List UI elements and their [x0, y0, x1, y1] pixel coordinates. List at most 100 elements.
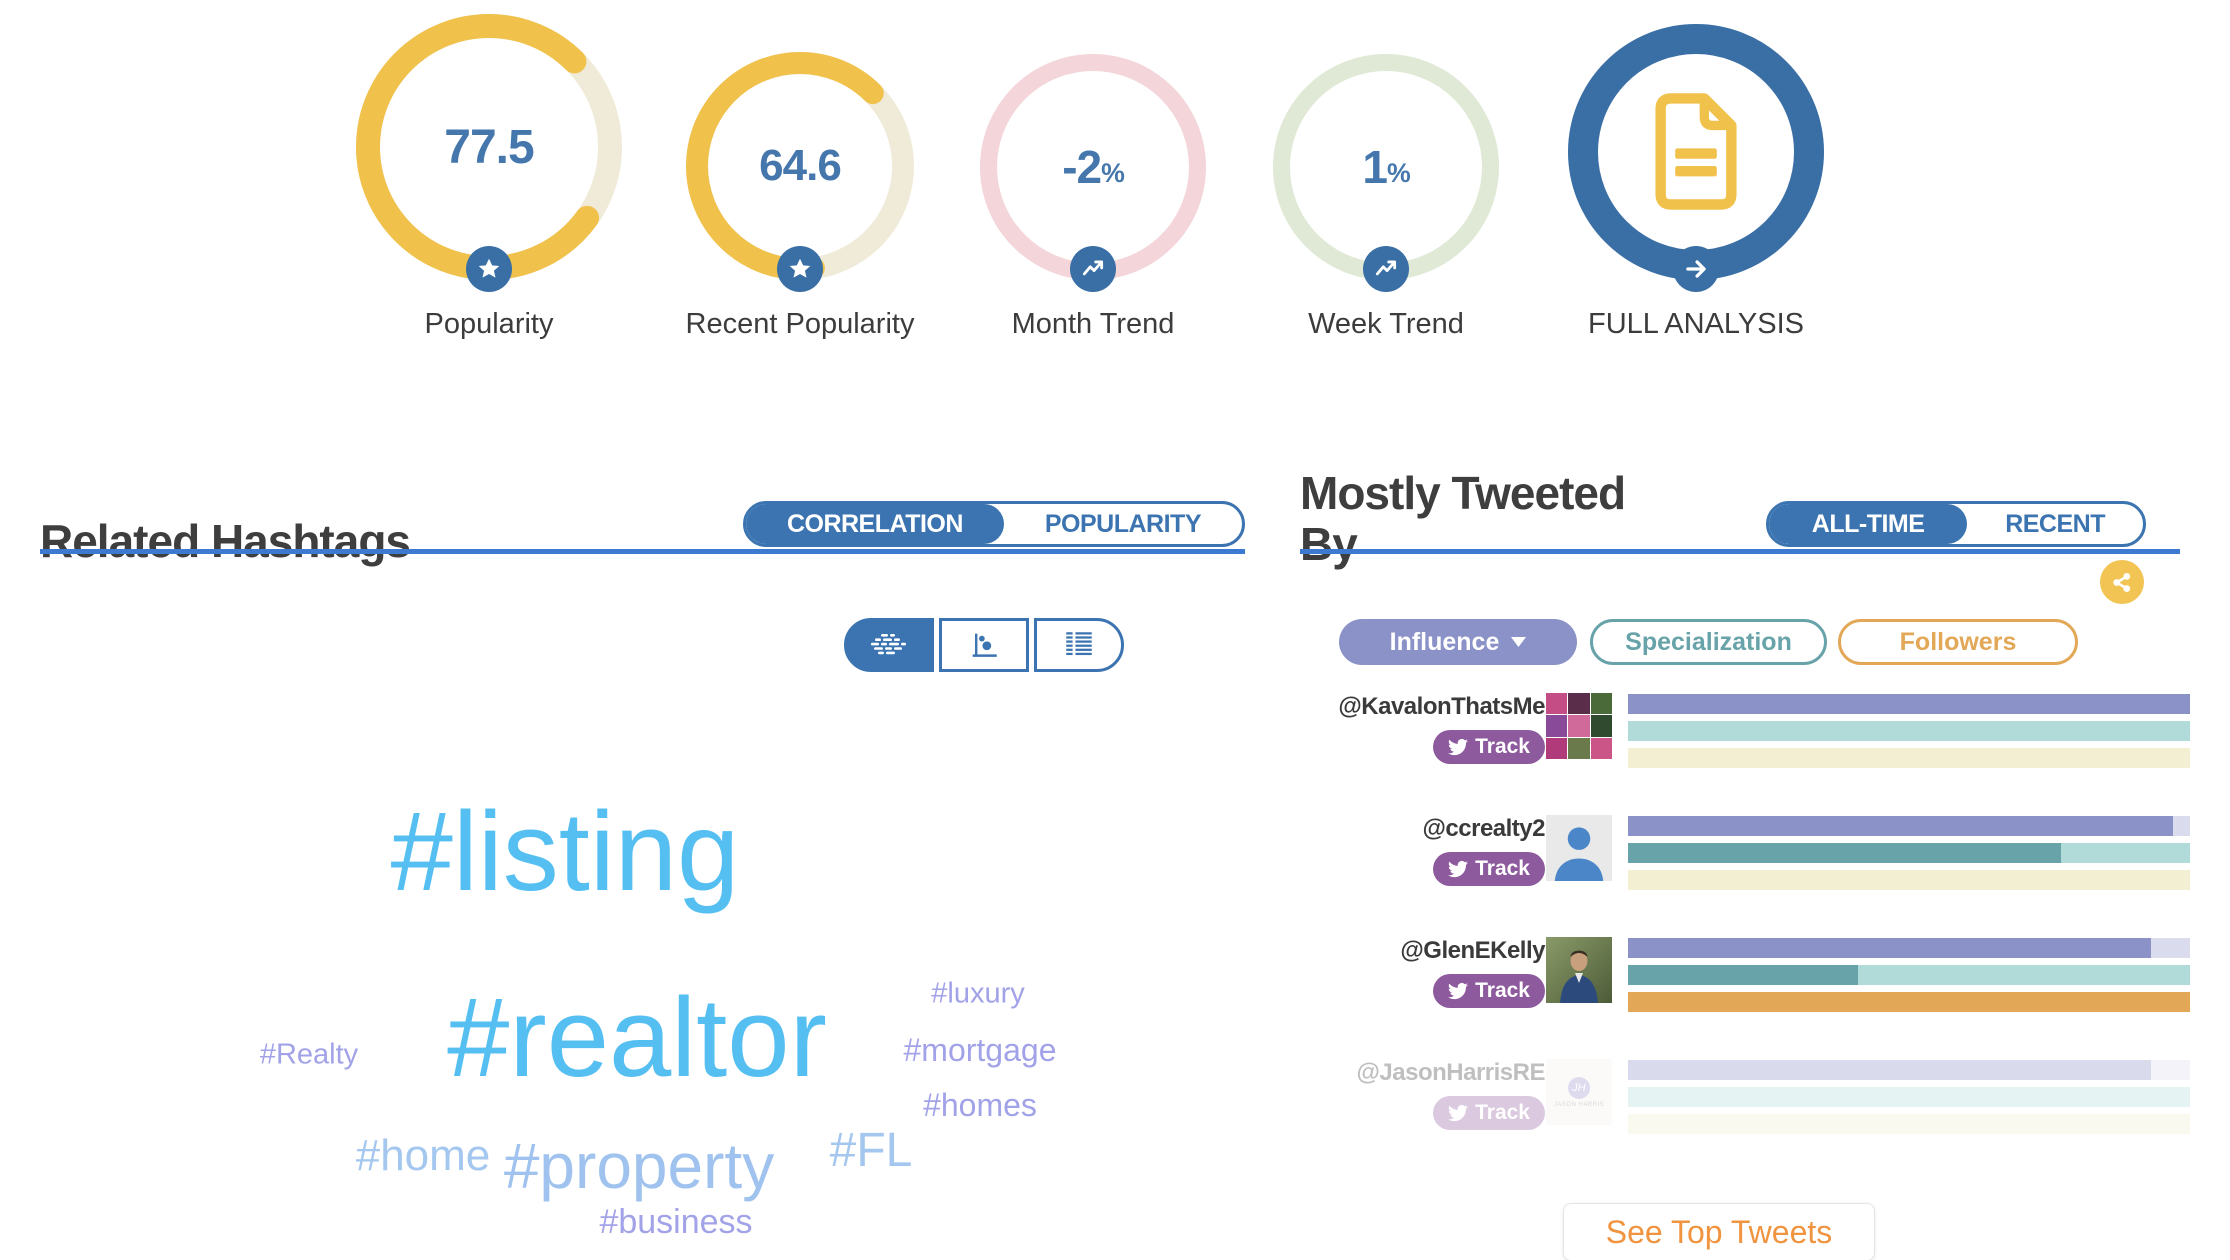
- gauge-recent-popularity-badge: [777, 246, 823, 292]
- star-icon: [478, 258, 500, 278]
- view-scatter-button[interactable]: [939, 618, 1029, 672]
- view-list-button[interactable]: [1034, 618, 1124, 672]
- arrow-right-icon: [1686, 260, 1706, 278]
- user-info: @KavalonThatsMe Track: [1300, 693, 1546, 764]
- avatar-person-icon[interactable]: [1546, 815, 1612, 881]
- star-icon: [789, 258, 811, 278]
- user-avatar[interactable]: [1546, 937, 1612, 1003]
- view-wordcloud-button[interactable]: [844, 618, 934, 672]
- list-icon: [1066, 632, 1092, 656]
- user-avatar[interactable]: [1546, 815, 1612, 881]
- related-hashtags-divider: [40, 549, 1245, 554]
- user-bars: [1628, 816, 2190, 897]
- related-hashtags-title: Related Hashtags: [40, 515, 411, 568]
- twitter-icon: [1448, 1104, 1469, 1122]
- tweeted-by-divider: [1300, 549, 2180, 554]
- filter-influence-label: Influence: [1389, 627, 1500, 656]
- wordcloud-icon: [871, 634, 906, 655]
- gauge-month-trend-badge: [1070, 246, 1116, 292]
- scatter-chart-icon: [972, 633, 997, 657]
- gauge-month-trend-value: -2%: [1062, 141, 1125, 193]
- specialization-bar: [1628, 965, 2190, 985]
- user-row-KavalonThatsMe: @KavalonThatsMe Track: [1300, 693, 2190, 793]
- filter-specialization-label: Specialization: [1625, 627, 1792, 656]
- user-handle[interactable]: @KavalonThatsMe: [1338, 693, 1545, 720]
- filter-specialization-button[interactable]: Specialization: [1590, 619, 1827, 665]
- cloud-tag-homes[interactable]: #homes: [923, 1087, 1037, 1123]
- cloud-tag-Realty[interactable]: #Realty: [259, 1038, 359, 1071]
- track-button[interactable]: Track: [1433, 1096, 1545, 1130]
- gauge-popularity: 77.5 Popularity: [356, 14, 622, 340]
- filter-influence-button[interactable]: Influence: [1339, 619, 1577, 665]
- user-bars: [1628, 1060, 2190, 1141]
- gauge-recent-popularity-value: 64.6: [759, 141, 842, 190]
- share-button[interactable]: [2100, 560, 2144, 604]
- user-avatar[interactable]: [1546, 693, 1612, 759]
- cloud-view-switcher: [844, 618, 1124, 672]
- track-label: Track: [1475, 1101, 1530, 1124]
- gauge-week-trend-value: 1%: [1362, 141, 1410, 193]
- cloud-tag-property[interactable]: #property: [503, 1130, 775, 1202]
- influence-bar: [1628, 816, 2190, 836]
- gauge-month-trend-label: Month Trend: [1011, 308, 1175, 340]
- see-top-tweets-button[interactable]: See Top Tweets: [1563, 1203, 1875, 1260]
- specialization-bar: [1628, 721, 2190, 741]
- alltime-recent-toggle: ALL-TIME RECENT: [1766, 501, 2146, 547]
- track-button[interactable]: Track: [1433, 974, 1545, 1008]
- gauge-popularity-badge: [466, 246, 512, 292]
- avatar-photo[interactable]: [1546, 937, 1612, 1003]
- toggle-option-alltime[interactable]: ALL-TIME: [1769, 504, 1968, 544]
- cloud-tag-luxury[interactable]: #luxury: [931, 977, 1025, 1010]
- toggle-option-popularity[interactable]: POPULARITY: [1044, 509, 1202, 538]
- user-info: @GlenEKelly Track: [1300, 937, 1546, 1008]
- avatar-logo[interactable]: JH JASON HARRIS: [1546, 1059, 1612, 1125]
- avatar[interactable]: [1546, 693, 1612, 759]
- twitter-icon: [1448, 738, 1469, 756]
- gauge-popularity-value: 77.5: [444, 120, 534, 174]
- chevron-down-icon: [1511, 637, 1527, 647]
- filter-followers-label: Followers: [1899, 627, 2017, 656]
- track-button[interactable]: Track: [1433, 730, 1545, 764]
- track-label: Track: [1475, 735, 1530, 758]
- user-handle[interactable]: @GlenEKelly: [1400, 937, 1545, 964]
- twitter-icon: [1448, 860, 1469, 878]
- trend-up-icon: [1082, 260, 1104, 276]
- gauge-full-analysis[interactable]: FULL ANALYSIS: [1568, 24, 1824, 340]
- track-button[interactable]: Track: [1433, 852, 1545, 886]
- gauge-recent-popularity-label: Recent Popularity: [685, 308, 915, 340]
- followers-bar: [1628, 1114, 2190, 1134]
- user-bars: [1628, 938, 2190, 1019]
- toggle-option-correlation[interactable]: CORRELATION: [746, 504, 1004, 544]
- cloud-tag-realtor[interactable]: #realtor: [447, 975, 827, 1100]
- gauge-month-trend: -2% Month Trend: [980, 54, 1206, 340]
- specialization-bar: [1628, 1087, 2190, 1107]
- cloud-tag-mortgage[interactable]: #mortgage: [903, 1032, 1057, 1068]
- user-info: @JasonHarrisRE Track: [1300, 1059, 1546, 1130]
- gauge-full-analysis-badge[interactable]: [1673, 246, 1719, 292]
- user-info: @ccrealty2 Track: [1300, 815, 1546, 886]
- followers-bar: [1628, 748, 2190, 768]
- cloud-tag-home[interactable]: #home: [355, 1131, 491, 1180]
- user-handle[interactable]: @JasonHarrisRE: [1356, 1059, 1546, 1086]
- twitter-icon: [1448, 982, 1469, 1000]
- filter-followers-button[interactable]: Followers: [1838, 619, 2078, 665]
- influence-bar: [1628, 1060, 2190, 1080]
- trend-up-icon: [1375, 260, 1397, 276]
- gauge-week-trend-label: Week Trend: [1308, 308, 1464, 340]
- tweeted-by-title: Mostly Tweeted By: [1300, 467, 1626, 570]
- user-handle[interactable]: @ccrealty2: [1422, 815, 1546, 842]
- toggle-option-recent[interactable]: RECENT: [2005, 509, 2105, 538]
- cloud-tag-business[interactable]: #business: [599, 1203, 753, 1241]
- gauge-week-trend-badge: [1363, 246, 1409, 292]
- user-row-ccrealty2: @ccrealty2 Track: [1300, 815, 2190, 915]
- gauge-recent-popularity: 64.6 Recent Popularity: [686, 52, 914, 340]
- share-icon: [2112, 572, 2130, 592]
- user-avatar[interactable]: JH JASON HARRIS: [1546, 1059, 1612, 1125]
- cloud-tag-FL[interactable]: #FL: [829, 1124, 913, 1177]
- full-analysis-document: [1568, 24, 1824, 280]
- track-label: Track: [1475, 857, 1530, 880]
- gauge-full-analysis-label: FULL ANALYSIS: [1588, 308, 1804, 340]
- cloud-tag-listing[interactable]: #listing: [390, 789, 740, 914]
- track-label: Track: [1475, 979, 1530, 1002]
